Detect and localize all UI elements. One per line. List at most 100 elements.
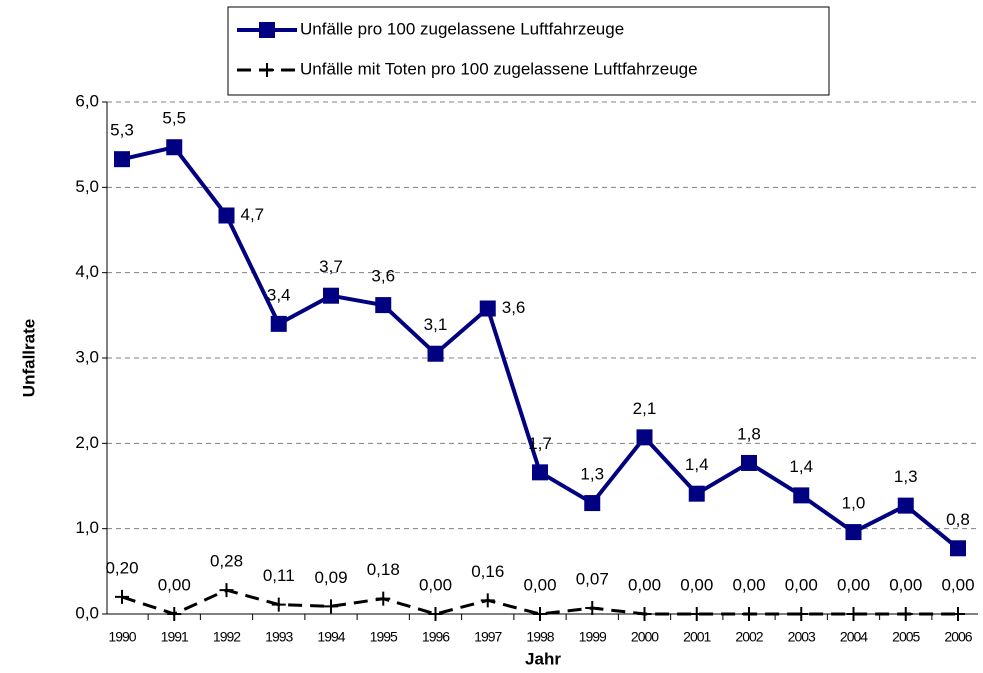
data-label: 5,3: [110, 121, 134, 140]
data-label: 0,00: [523, 575, 556, 594]
marker: [324, 599, 338, 614]
x-tick-label: 2002: [735, 629, 763, 645]
marker: [533, 607, 547, 621]
marker: [479, 300, 496, 317]
x-tick-label: 1992: [213, 629, 241, 645]
marker: [845, 524, 862, 541]
data-label: 0,18: [367, 560, 400, 579]
x-tick-label: 2005: [892, 629, 920, 645]
data-label: 0,11: [263, 566, 295, 585]
data-label: 3,7: [319, 257, 343, 276]
marker: [794, 607, 809, 621]
marker: [218, 207, 235, 224]
data-label: 1,4: [789, 457, 813, 476]
data-label: 0,16: [471, 562, 504, 581]
data-label: 5,5: [162, 109, 186, 128]
marker: [741, 454, 757, 471]
series-line: [121, 588, 958, 616]
data-label: 0,09: [314, 568, 347, 587]
y-tick-label: 4,0: [75, 262, 99, 281]
marker: [846, 607, 861, 621]
x-tick-label: 2006: [944, 629, 972, 645]
x-axis-label: Jahr: [525, 649, 561, 668]
data-label: 0,28: [210, 552, 243, 571]
x-tick-label: 1997: [474, 629, 502, 645]
marker: [898, 607, 913, 621]
marker: [323, 287, 339, 304]
marker: [427, 345, 444, 362]
marker: [688, 485, 705, 502]
data-label: 2,1: [633, 399, 657, 418]
marker: [375, 297, 392, 314]
data-label: 0,20: [105, 558, 138, 577]
data-label: 1,8: [737, 424, 761, 443]
marker: [271, 597, 286, 612]
data-label: 0,00: [785, 575, 818, 594]
data-label: 3,6: [371, 267, 395, 286]
data-label: 1,3: [894, 467, 918, 486]
marker: [114, 151, 130, 168]
x-tick-label: 1999: [579, 629, 607, 645]
data-label: 0,00: [837, 575, 870, 594]
data-label: 3,6: [502, 298, 526, 317]
data-label: 4,7: [241, 205, 265, 224]
data-label: 0,00: [628, 575, 661, 594]
marker: [742, 607, 756, 621]
data-label: 0,07: [576, 570, 609, 589]
legend-marker: [259, 22, 275, 38]
data-label: 0,8: [946, 510, 970, 529]
data-label: 3,1: [424, 315, 448, 334]
marker: [480, 593, 495, 608]
marker: [532, 464, 548, 481]
y-tick-label: 0,0: [75, 603, 99, 622]
x-tick-label: 1998: [526, 629, 554, 645]
y-tick-label: 3,0: [75, 347, 99, 366]
marker: [219, 583, 234, 598]
data-label: 0,00: [158, 575, 191, 594]
x-tick-label: 1996: [422, 629, 450, 645]
marker: [270, 315, 287, 332]
marker: [689, 607, 704, 621]
data-label: 3,4: [267, 285, 291, 304]
y-tick-label: 2,0: [75, 433, 99, 452]
marker: [584, 495, 601, 512]
x-tick-label: 1993: [265, 629, 293, 645]
legend-label: Unfälle pro 100 zugelassene Luftfahrzeug…: [300, 19, 624, 38]
data-label: 0,00: [941, 575, 974, 594]
y-tick-label: 1,0: [75, 518, 99, 537]
x-tick-label: 1995: [370, 629, 398, 645]
marker: [167, 607, 182, 621]
marker: [585, 601, 600, 616]
data-label: 0,00: [419, 575, 452, 594]
data-label: 1,4: [685, 455, 709, 474]
legend-marker: [260, 63, 274, 77]
x-tick-label: 2001: [683, 629, 711, 645]
y-axis-label: Unfallrate: [19, 319, 38, 397]
marker: [950, 540, 966, 557]
x-tick-label: 1994: [317, 629, 345, 645]
data-label: 1,3: [580, 465, 604, 484]
data-label: 0,00: [680, 575, 713, 594]
marker: [428, 607, 443, 621]
data-label: 0,00: [732, 575, 765, 594]
data-label: 1,7: [528, 434, 552, 453]
data-label: 0,00: [889, 575, 922, 594]
legend-label: Unfälle mit Toten pro 100 zugelassene Lu…: [300, 59, 698, 78]
marker: [793, 487, 810, 504]
data-label: 1,0: [842, 494, 866, 513]
x-tick-label: 2000: [631, 629, 659, 645]
marker: [376, 591, 391, 606]
marker: [951, 607, 965, 621]
marker: [166, 139, 183, 156]
legend-box: [227, 6, 830, 96]
marker: [637, 607, 652, 621]
marker: [115, 589, 129, 604]
x-tick-label: 2003: [788, 629, 816, 645]
marker: [636, 429, 653, 446]
marker: [897, 497, 914, 514]
x-tick-label: 2004: [840, 629, 868, 645]
y-tick-label: 5,0: [75, 177, 99, 196]
y-tick-label: 6,0: [75, 91, 99, 110]
x-tick-label: 1990: [108, 629, 136, 645]
